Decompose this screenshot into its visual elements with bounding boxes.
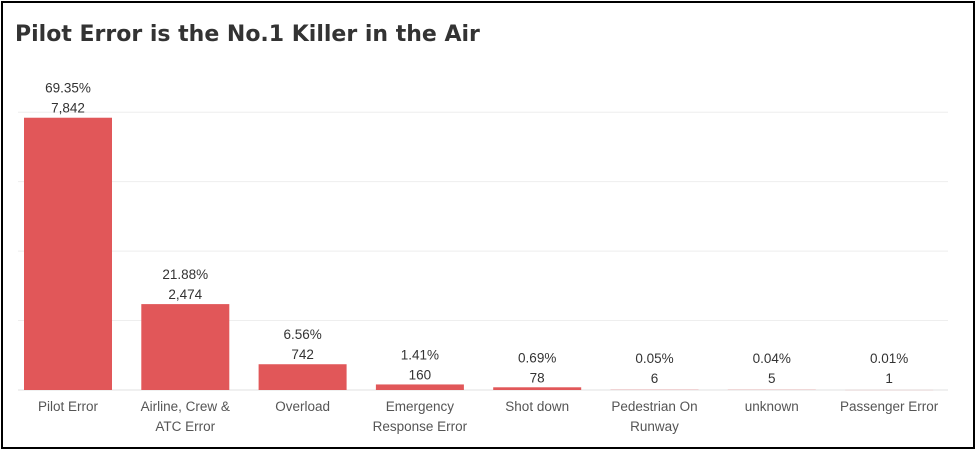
category-label: Response Error: [373, 419, 468, 434]
category-label: Passenger Error: [840, 399, 939, 414]
value-label: 160: [409, 367, 432, 382]
category-label: Pedestrian On: [611, 399, 697, 414]
value-label: 78: [530, 370, 545, 385]
bar[interactable]: [24, 117, 112, 390]
bars: [24, 117, 934, 391]
category-label: unknown: [745, 399, 799, 414]
category-label: ATC Error: [155, 419, 215, 434]
percent-label: 0.69%: [518, 350, 556, 365]
category-label: Airline, Crew &: [141, 399, 230, 414]
percent-label: 0.04%: [753, 351, 791, 366]
percent-label: 0.05%: [635, 351, 673, 366]
category-label: Shot down: [505, 399, 569, 414]
value-label: 6: [651, 371, 659, 386]
value-label: 1: [885, 371, 893, 386]
bar[interactable]: [493, 387, 582, 390]
data-labels: 69.35% 7,842 21.88% 2,474 6.56% 742 1.41% 160 0.…: [45, 81, 908, 386]
category-label: Pilot Error: [38, 399, 99, 414]
value-label: 5: [768, 371, 776, 386]
category-label: Overload: [275, 399, 330, 414]
value-label: 7,842: [51, 101, 85, 116]
percent-label: 0.01%: [870, 351, 908, 366]
value-label: 2,474: [168, 287, 202, 302]
bar[interactable]: [258, 364, 347, 390]
percent-label: 1.41%: [401, 347, 439, 362]
category-label: Emergency: [386, 399, 455, 414]
bar[interactable]: [375, 384, 464, 390]
category-label: Runway: [630, 419, 679, 434]
category-labels: Pilot Error Airline, Crew & ATC Error Overl…: [38, 399, 939, 434]
value-label: 742: [291, 347, 314, 362]
bar[interactable]: [141, 304, 230, 390]
chart-title: Pilot Error is the No.1 Killer in the Ai…: [15, 22, 480, 47]
percent-label: 21.88%: [162, 267, 208, 282]
percent-label: 6.56%: [283, 327, 321, 342]
percent-label: 69.35%: [45, 81, 91, 96]
